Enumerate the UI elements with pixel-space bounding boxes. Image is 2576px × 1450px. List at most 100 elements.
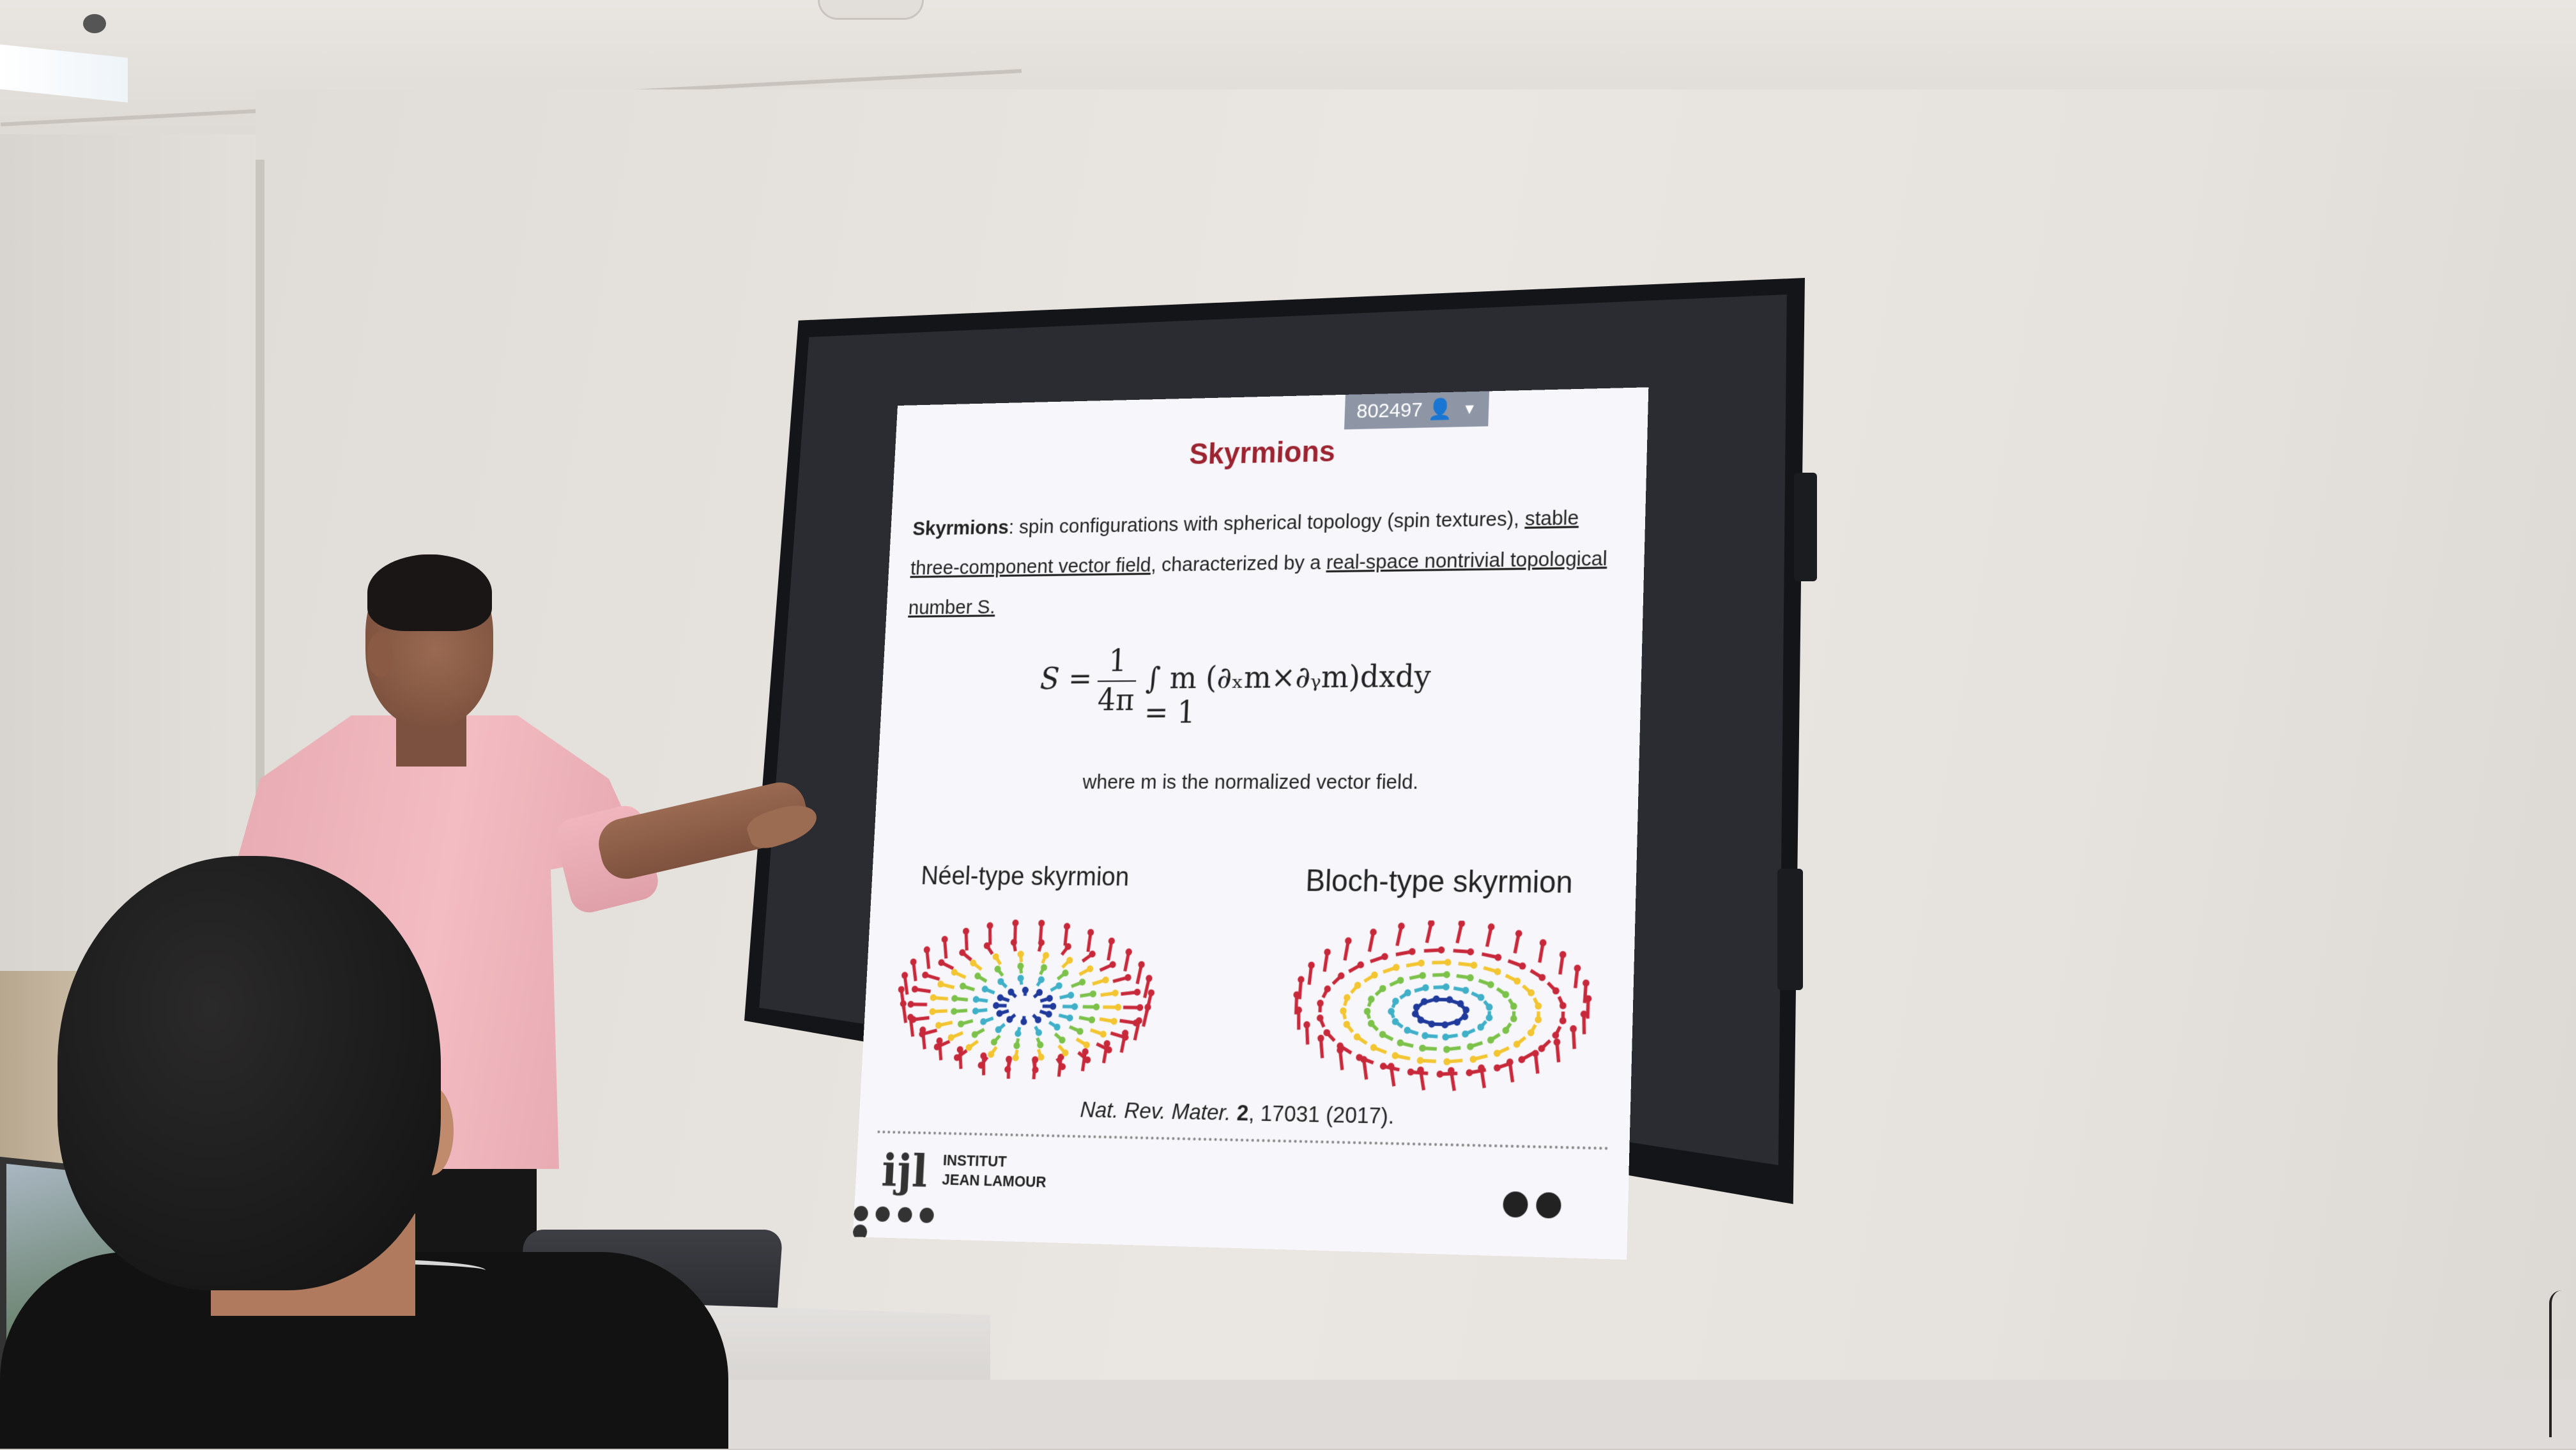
spin-arrow-head [1370,929,1377,936]
spin-arrow-head [935,1022,942,1029]
spin-arrow-head [1087,929,1094,936]
person-icon: 👤 [1428,398,1453,421]
spin-arrow-head [1397,1039,1404,1046]
spin-arrow-head [1428,920,1435,927]
logo-line-1: INSTITUT [942,1151,1007,1171]
bloch-skyrmion-image [1276,919,1607,1107]
spin-arrow-head [1020,1018,1027,1025]
spin-arrow-head [1467,949,1474,956]
spin-arrow-head [901,972,908,979]
ijl-mark: ijl [880,1145,929,1198]
formula-note: where m is the normalized vector field. [877,770,1639,794]
spin-arrow-head [1380,1063,1387,1070]
spin-arrow-head [1089,1016,1096,1023]
spin-arrow-head [972,1007,979,1014]
partner-logos [1503,1191,1600,1223]
spin-arrow-head [1110,1018,1117,1025]
universite-lorraine-logo [1536,1192,1561,1219]
slide-intro-text: Skyrmions: spin configurations with sphe… [907,497,1621,628]
spin-arrow-head [1144,1004,1151,1011]
spin-arrow-head [1108,938,1116,945]
spin-arrow-head [1553,1039,1560,1046]
spin-arrow-head [1308,961,1315,968]
spin-arrow-head [1317,1000,1324,1007]
spin-arrow-head [1443,1046,1450,1053]
menu-icon[interactable] [919,1207,934,1223]
slide-toolbar [854,1206,956,1227]
spin-arrow-head [1138,961,1145,968]
spin-arrow-head [1467,974,1474,981]
spin-arrow-head [1324,949,1331,956]
spin-arrow-head [910,959,916,966]
spin-arrow-head [1093,1004,1100,1011]
meeting-id-badge[interactable]: 802497 👤 ▼ [1344,391,1489,429]
topological-number-formula: S = 1 4π ∫ m (∂ₓm×∂ᵧm)dxdy = 1 [1038,640,1433,737]
logo-line-2: JEAN LAMOUR [942,1171,1046,1191]
spin-arrow-head [1469,1056,1476,1063]
spin-arrow-head [1017,963,1024,970]
settings-icon[interactable] [898,1207,912,1222]
intro-mid: , characterized by a [1151,551,1327,576]
formula-lhs: S = [1039,662,1092,696]
chevron-down-icon: ▼ [1462,392,1477,427]
spin-arrow-head [1303,1021,1310,1028]
spin-arrow-head [907,1001,914,1008]
ref-rest: , 17031 (2017). [1248,1100,1395,1129]
spin-arrow-head [1409,948,1416,955]
search-icon[interactable] [875,1207,890,1222]
spin-arrow-head [898,986,905,993]
spin-arrow-head [1066,1014,1073,1021]
spin-arrow-head [1398,922,1405,929]
spin-arrow-head [1012,920,1019,927]
spin-arrow-head [1068,992,1075,999]
spin-arrow-head [1443,971,1450,978]
spin-arrow-head [1011,939,1018,946]
spin-arrow-head [1112,989,1119,996]
monitor-handle [1794,473,1817,581]
spin-arrow-head [929,1008,936,1015]
intro-rest: : spin configurations with spherical top… [1008,508,1525,538]
spin-arrow-head [1458,920,1465,927]
formula-denominator: 4π [1096,682,1136,719]
ref-volume: 2 [1236,1100,1249,1126]
spin-arrow-head [1510,1015,1517,1022]
spin-arrow-head [993,1002,1000,1009]
spin-arrow-head [1462,987,1469,994]
spin-arrow-head [1466,1069,1473,1076]
spin-arrow-head [1071,1003,1078,1010]
spin-arrow-head [1064,923,1071,930]
slide-title: Skyrmions [894,428,1648,477]
ceiling-sprinkler [83,14,106,33]
spin-arrow-head [951,1008,958,1015]
spin-arrow-head [1115,1004,1122,1011]
spin-arrow-head [1317,1035,1324,1042]
intro-bold: Skyrmions [912,517,1009,540]
spin-arrow-head [1419,972,1426,979]
spin-arrow-head [1015,1030,1022,1037]
table-front [703,1380,2576,1449]
spin-arrow-head [1416,1057,1423,1064]
formula-body: ∫ m (∂ₓm×∂ᵧm)dxdy = 1 [1144,659,1432,730]
spin-arrow-head [1298,976,1305,983]
spin-arrow-head [1392,1052,1399,1059]
spin-arrow-head [1488,924,1495,931]
spin-arrow-head [930,994,936,1001]
student-head [57,856,441,1290]
spin-arrow-head [951,995,958,1002]
spin-arrow-head [1535,1016,1542,1023]
neel-caption: Néel-type skyrmion [903,862,1147,892]
formula-numerator: 1 [1098,643,1138,682]
spin-arrow-head [1134,989,1141,996]
pen-icon[interactable] [854,1206,868,1221]
spin-arrow-head [1012,1055,1019,1062]
spin-arrow-head [1540,939,1547,946]
spin-arrow-head [1146,975,1153,982]
spin-arrow-head [1442,1034,1449,1041]
spin-arrow-head [1436,1071,1443,1078]
meeting-id-label: 802497 [1356,399,1423,422]
presenter-hair [367,554,492,631]
spin-arrow-head [1438,947,1445,954]
spin-arrow-head [1560,1017,1567,1024]
spin-arrow-head [1494,954,1501,961]
